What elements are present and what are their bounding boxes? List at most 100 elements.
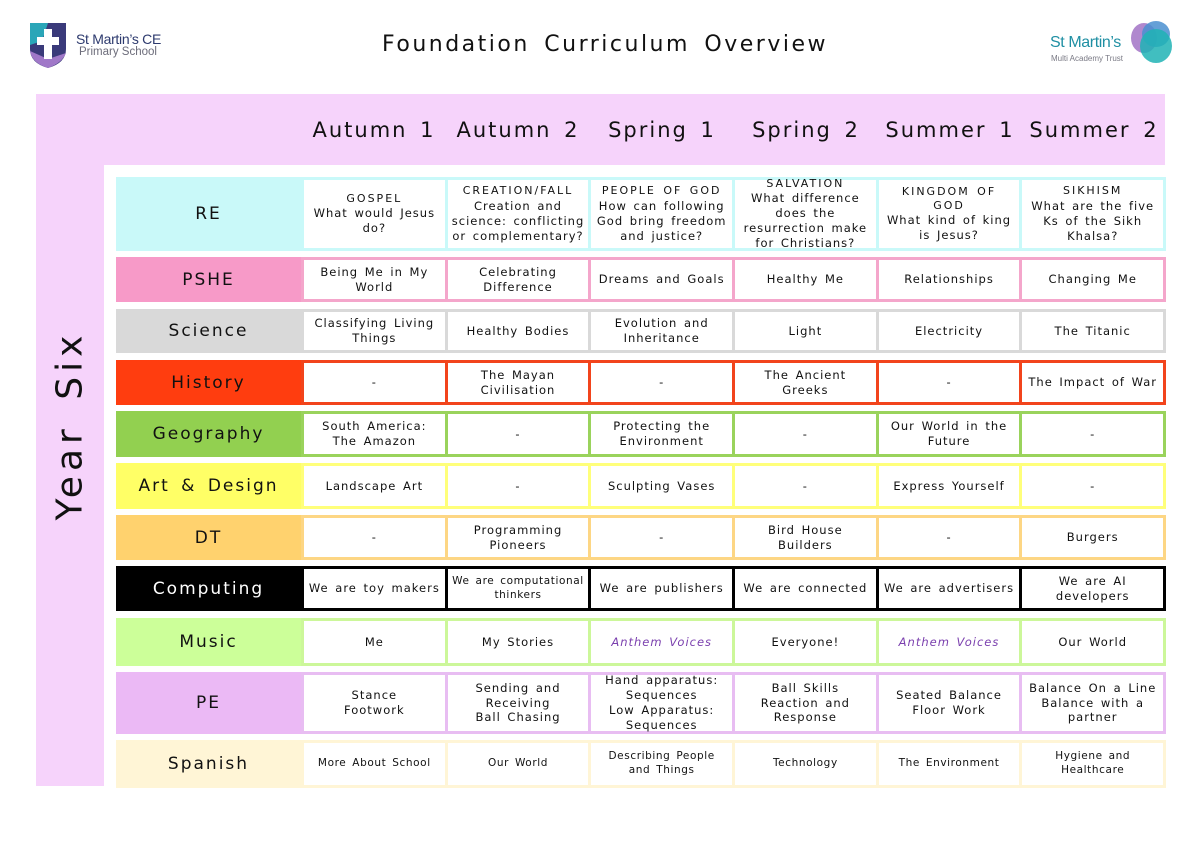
row-cells: Me My Stories Anthem Voices Everyone! An… [301,618,1167,666]
curriculum-cell: PEOPLE OF GOD How can following God bring… [588,177,736,251]
subject-label: Art & Design [138,476,279,496]
curriculum-cell: - [301,360,448,405]
curriculum-cell: Electricity [875,309,1023,353]
term-header-spring-1: Spring 1 [608,117,716,142]
school-logo: St Martin’s CE Primary School [28,20,168,70]
curriculum-cell: Light [732,309,879,353]
curriculum-cell: Dreams and Goals [588,257,736,302]
curriculum-cell: - [875,360,1023,405]
curriculum-cell: Me [301,618,448,666]
subject-label: Spanish [167,754,250,774]
subject-row-re: RE GOSPEL What would Jesus do? CREATION/F… [116,177,1167,251]
row-cells: GOSPEL What would Jesus do? CREATION/FALL… [301,177,1167,251]
curriculum-cell: Technology [732,740,879,788]
curriculum-cell: Healthy Me [732,257,879,302]
curriculum-cell: Ball Skills Reaction and Response [732,672,879,734]
school-name: St Martin’s CE [76,30,162,47]
curriculum-cell: The Mayan Civilisation [444,360,592,405]
subject-label: PE [196,693,221,713]
curriculum-cell: Anthem Voices [875,618,1023,666]
curriculum-cell: - [732,463,879,509]
trust-logo: St Martin’s Multi Academy Trust [1048,20,1178,70]
subject-label: History [171,372,246,393]
topic-question: What would Jesus do? [313,206,436,236]
topic-question: What kind of king is Jesus? [886,213,1012,243]
curriculum-cell: Sending and Receiving Ball Chasing [444,672,592,734]
curriculum-cell: Celebrating Difference [444,257,592,302]
curriculum-cell: We are connected [732,566,879,611]
curriculum-cell: Healthy Bodies [444,309,592,353]
topic-heading: PEOPLE OF GOD [601,184,722,198]
topic-question: How can following God bring freedom and … [596,198,727,243]
curriculum-cell: More About School [301,740,448,788]
curriculum-cell: - [444,411,592,457]
subject-row-music: Music Me My Stories Anthem Voices Everyo… [116,618,1167,666]
curriculum-cell: The Titanic [1019,309,1167,353]
curriculum-cell: CREATION/FALL Creation and science: confl… [444,177,592,251]
topic-heading: SALVATION [766,176,845,190]
topic-heading: KINGDOM OF GOD [901,184,997,213]
curriculum-cell: The Ancient Greeks [732,360,879,405]
subject-label: RE [195,204,222,224]
curriculum-cell: Sculpting Vases [588,463,736,509]
term-header-autumn-2: Autumn 2 [456,117,580,142]
topic-heading: CREATION/FALL [462,184,574,198]
row-cells: We are toy makers We are computational t… [301,566,1167,611]
topic-question: What are the five Ks of the Sikh Khalsa? [1031,198,1155,243]
curriculum-cell: Anthem Voices [588,618,736,666]
year-label: Year Six [36,300,104,550]
subject-row-pe: PE Stance Footwork Sending and Receiving… [116,672,1167,734]
subject-row-dt: DT - Programming Pioneers - Bird House B… [116,515,1167,560]
curriculum-cell: - [301,515,448,560]
curriculum-cell: Stance Footwork [301,672,448,734]
curriculum-cell: South America: The Amazon [301,411,448,457]
term-header-summer-1: Summer 1 [885,117,1015,142]
cross-shield-icon [28,21,68,69]
curriculum-cell: SALVATION What difference does the resurr… [732,177,879,251]
curriculum-cell: We are computational thinkers [444,566,592,611]
year-label-text: Year Six [49,330,91,520]
subject-row-spanish: Spanish More About School Our World Desc… [116,740,1167,788]
subject-label: Geography [152,424,265,444]
curriculum-cell: Landscape Art [301,463,448,509]
curriculum-cell: - [444,463,592,509]
subject-label: DT [194,527,223,548]
curriculum-cell: We are AI developers [1019,566,1167,611]
curriculum-cell: - [588,360,736,405]
curriculum-cell: Protecting the Environment [588,411,736,457]
topic-question: What difference does the resurrection ma… [743,191,868,251]
trust-subtitle: Multi Academy Trust [1051,54,1124,63]
curriculum-cell: Classifying Living Things [301,309,448,353]
subject-label: Music [179,632,238,652]
curriculum-cell: Everyone! [732,618,879,666]
row-cells: Stance Footwork Sending and Receiving Ba… [301,672,1167,734]
curriculum-cell: Describing People and Things [588,740,736,788]
curriculum-cell: We are toy makers [301,566,448,611]
curriculum-cell: Changing Me [1019,257,1167,302]
row-cells: More About School Our World Describing P… [301,740,1167,788]
topic-heading: GOSPEL [346,191,403,205]
curriculum-cell: We are advertisers [875,566,1023,611]
curriculum-cell: Relationships [875,257,1023,302]
subject-label: Science [168,321,249,341]
curriculum-cell: Bird House Builders [732,515,879,560]
row-cells: Classifying Living Things Healthy Bodies… [301,309,1167,353]
row-cells: South America: The Amazon - Protecting t… [301,411,1167,457]
curriculum-cell: GOSPEL What would Jesus do? [301,177,448,251]
curriculum-cell: Burgers [1019,515,1167,560]
subject-row-science: Science Classifying Living Things Health… [116,309,1167,353]
curriculum-cell: Seated Balance Floor Work [875,672,1023,734]
row-cells: - Programming Pioneers - Bird House Buil… [301,515,1167,560]
curriculum-cell: - [1019,463,1167,509]
school-subtitle: Primary School [79,46,157,59]
subject-row-art-design: Art & Design Landscape Art - Sculpting V… [116,463,1167,509]
topic-heading: SIKHISM [1062,184,1123,198]
term-header-spring-2: Spring 2 [752,117,860,142]
curriculum-cell: - [875,515,1023,560]
row-cells: Landscape Art - Sculpting Vases - Expres… [301,463,1167,509]
subject-label: Computing [152,578,265,599]
term-header-autumn-1: Autumn 1 [312,117,436,142]
subject-row-computing: Computing We are toy makers We are compu… [116,566,1167,611]
curriculum-cell: Hygiene and Healthcare [1019,740,1167,788]
curriculum-cell: - [1019,411,1167,457]
